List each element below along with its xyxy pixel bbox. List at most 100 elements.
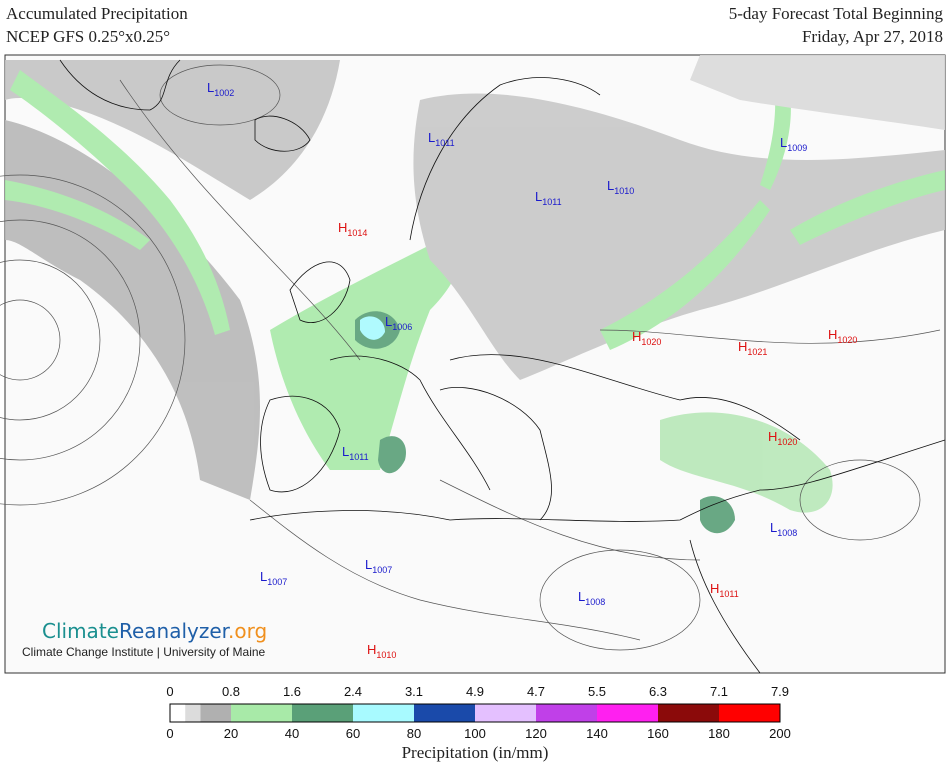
pressure-center: H1010 — [367, 642, 396, 660]
pressure-center: L1011 — [342, 444, 369, 462]
mm-label: 180 — [708, 726, 730, 741]
center-kind: H — [632, 329, 641, 344]
center-value: 1010 — [376, 650, 396, 660]
color-swatch — [536, 704, 597, 722]
center-kind: L — [260, 569, 267, 584]
center-value: 1011 — [435, 138, 454, 148]
color-swatch — [475, 704, 536, 722]
forecast-date: Friday, Apr 27, 2018 — [802, 27, 943, 46]
pressure-center: L1010 — [607, 178, 634, 196]
inch-label: 0.8 — [222, 684, 240, 699]
inch-label: 6.3 — [649, 684, 667, 699]
color-swatch — [170, 704, 186, 722]
color-swatch — [414, 704, 475, 722]
mm-label: 200 — [769, 726, 791, 741]
center-kind: H — [828, 327, 837, 342]
mm-label: 120 — [525, 726, 547, 741]
pressure-center: L1008 — [578, 589, 605, 607]
pressure-center: L1002 — [207, 80, 234, 98]
pressure-center: H1020 — [828, 327, 857, 345]
center-kind: H — [338, 220, 347, 235]
center-kind: L — [365, 557, 372, 572]
center-kind: H — [710, 581, 719, 596]
mm-label: 20 — [224, 726, 238, 741]
center-value: 1011 — [349, 452, 368, 462]
center-kind: L — [385, 314, 392, 329]
center-value: 1007 — [372, 565, 392, 575]
center-kind: L — [607, 178, 614, 193]
color-swatch — [185, 704, 201, 722]
mm-label: 100 — [464, 726, 486, 741]
coastlines — [59, 59, 946, 674]
center-kind: L — [535, 189, 542, 204]
legend: Precipitation (in/mm) 0 0 20 0.8 40 1.6 60 2.4 8… — [166, 684, 790, 762]
pressure-center: H1020 — [632, 329, 661, 347]
center-kind: H — [738, 339, 747, 354]
center-value: 1014 — [347, 228, 367, 238]
center-value: 1009 — [787, 143, 807, 153]
color-swatch — [231, 704, 292, 722]
center-kind: H — [367, 642, 376, 657]
color-swatch — [597, 704, 658, 722]
center-value: 1010 — [614, 186, 634, 196]
precip-shading — [5, 55, 945, 534]
pressure-center: H1021 — [738, 339, 767, 357]
center-value: 1011 — [542, 197, 561, 207]
color-swatch — [658, 704, 719, 722]
credit-subtitle: Climate Change Institute | University of… — [22, 645, 266, 659]
pressure-center: L1006 — [385, 314, 412, 332]
mm-label: 160 — [647, 726, 669, 741]
pressure-center: L1007 — [365, 557, 392, 575]
mm-label: 60 — [346, 726, 360, 741]
mm-label: 140 — [586, 726, 608, 741]
colorbar-frame — [169, 703, 781, 723]
subtitle: NCEP GFS 0.25°x0.25° — [6, 27, 170, 46]
inch-label: 7.9 — [771, 684, 789, 699]
inch-label: 4.9 — [466, 684, 484, 699]
isobars — [0, 64, 941, 651]
center-value: 1020 — [641, 337, 661, 347]
center-value: 1007 — [267, 577, 287, 587]
center-value: 1008 — [585, 597, 605, 607]
title: Accumulated Precipitation — [6, 4, 188, 23]
center-kind: L — [578, 589, 585, 604]
center-kind: L — [428, 130, 435, 145]
center-kind: H — [768, 429, 777, 444]
center-value: 1020 — [837, 335, 857, 345]
center-kind: L — [342, 444, 349, 459]
center-value: 1011 — [719, 589, 738, 599]
inch-label: 7.1 — [710, 684, 728, 699]
mm-label: 80 — [407, 726, 421, 741]
center-kind: L — [207, 80, 214, 95]
center-kind: L — [770, 520, 777, 535]
pressure-center: H1020 — [768, 429, 797, 447]
color-swatch — [200, 704, 231, 722]
pressure-center: H1011 — [710, 581, 739, 599]
center-value: 1020 — [777, 437, 797, 447]
mm-label: 0 — [166, 726, 173, 741]
brand-part: Climate — [42, 619, 119, 643]
center-value: 1006 — [392, 322, 412, 332]
forecast-label: 5-day Forecast Total Beginning — [729, 4, 944, 23]
inch-label: 0 — [166, 684, 173, 699]
brand-part: .org — [228, 619, 267, 643]
inch-label: 5.5 — [588, 684, 606, 699]
inch-label: 2.4 — [344, 684, 362, 699]
inch-label: 4.7 — [527, 684, 545, 699]
pressure-center: L1011 — [428, 130, 455, 148]
center-value: 1002 — [214, 88, 234, 98]
brand-part: Reanalyzer — [119, 619, 231, 643]
pressure-center: H1014 — [338, 220, 367, 238]
pressure-center: L1007 — [260, 569, 287, 587]
pressure-center: L1009 — [780, 135, 807, 153]
center-kind: L — [780, 135, 787, 150]
color-swatch — [719, 704, 780, 722]
legend-title: Precipitation (in/mm) — [402, 743, 549, 762]
inch-label: 3.1 — [405, 684, 423, 699]
color-swatch — [292, 704, 353, 722]
pressure-center: L1008 — [770, 520, 797, 538]
credit: ClimateReanalyzer.org Climate Change Ins… — [22, 619, 267, 659]
